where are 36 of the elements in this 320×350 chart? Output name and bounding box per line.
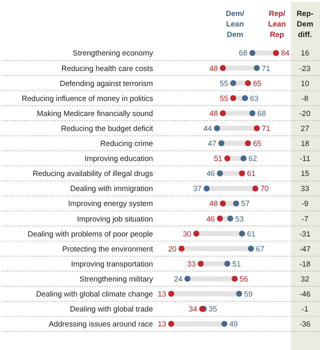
point: [239, 230, 246, 237]
point: [240, 155, 247, 162]
point: [248, 246, 254, 252]
point: [249, 50, 256, 56]
point: [168, 290, 174, 297]
point: [220, 200, 226, 206]
point: [216, 170, 223, 176]
point: [273, 50, 279, 56]
point: [220, 110, 226, 116]
point: [230, 80, 236, 86]
point: [254, 65, 260, 72]
point: [252, 185, 258, 192]
point: [249, 110, 256, 116]
point: [224, 260, 230, 267]
point: [168, 320, 174, 327]
point: [227, 216, 234, 222]
point: [224, 155, 230, 162]
point: [218, 140, 224, 146]
point: [198, 260, 204, 267]
point: [184, 276, 190, 282]
point: [244, 80, 251, 86]
point: [239, 170, 246, 176]
point: [220, 65, 226, 72]
point: [204, 185, 210, 192]
point: [230, 95, 236, 102]
point: [178, 246, 185, 252]
point: [232, 276, 238, 282]
point: [236, 290, 242, 297]
point: [193, 230, 200, 237]
point: [216, 216, 223, 222]
point: [244, 140, 251, 146]
point: [233, 200, 240, 206]
point: [254, 125, 260, 132]
point: [242, 95, 248, 102]
point: [214, 125, 220, 132]
point: [221, 320, 228, 327]
